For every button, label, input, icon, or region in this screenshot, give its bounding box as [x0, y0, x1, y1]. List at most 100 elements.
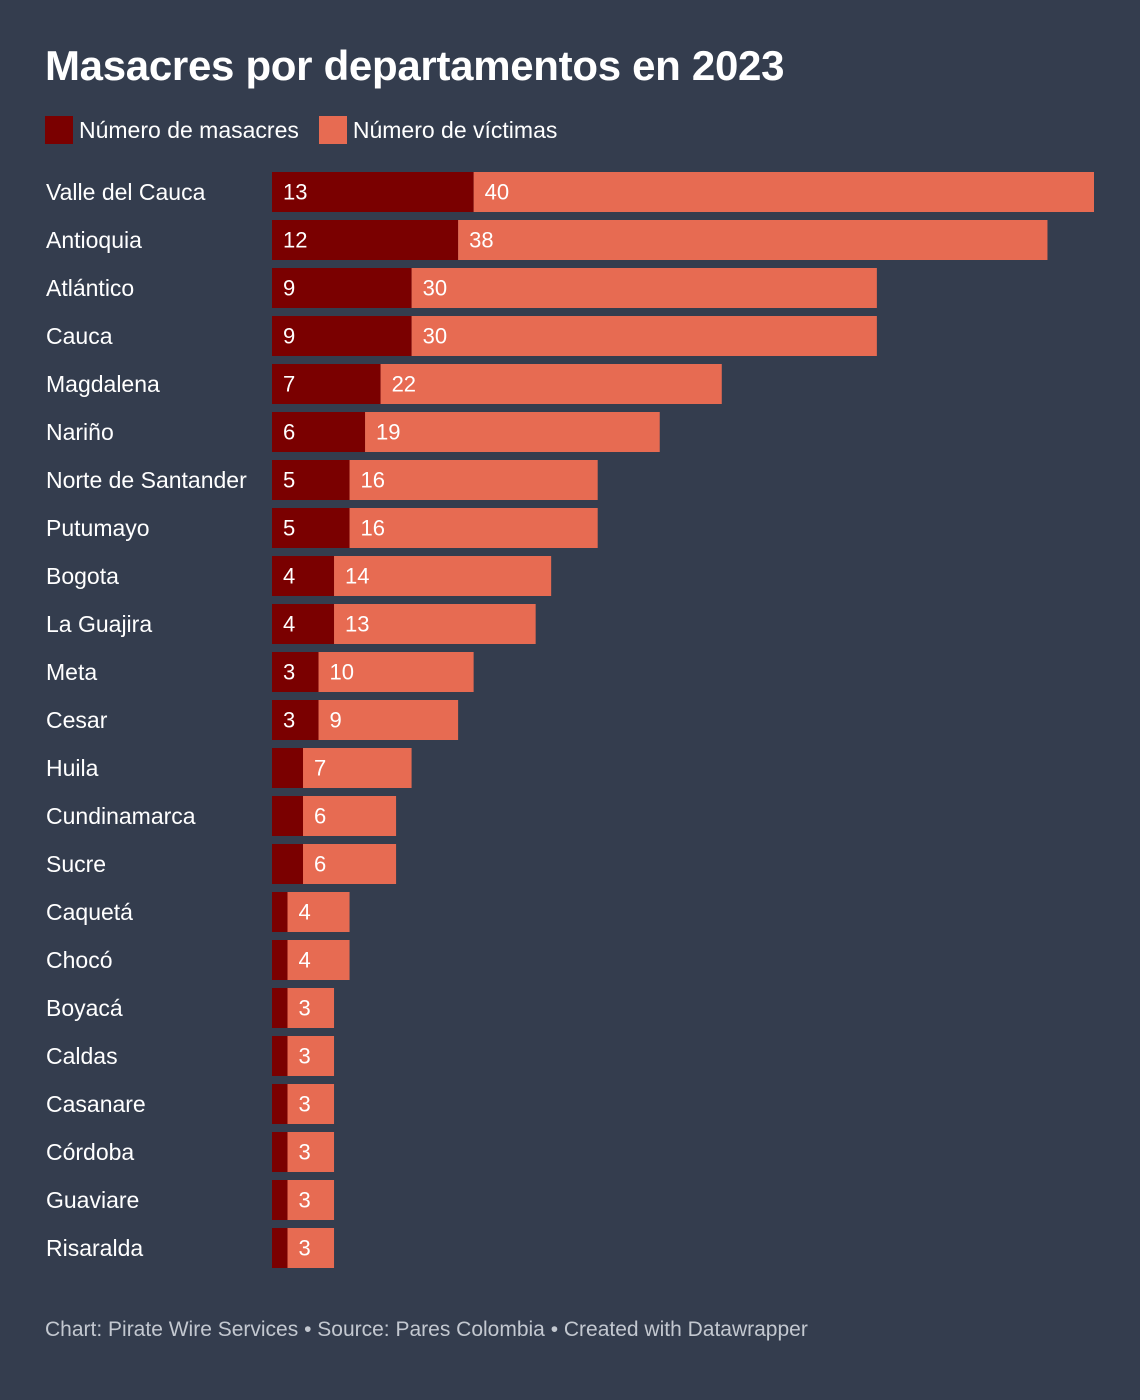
data-label-victimas: 6: [314, 852, 326, 877]
data-label-masacres: 4: [283, 612, 295, 637]
data-label-victimas: 14: [345, 564, 369, 589]
legend-item-victimas: Número de víctimas: [318, 116, 557, 144]
data-label-victimas: 3: [299, 1236, 311, 1261]
chart-title: Masacres por departamentos en 2023: [45, 42, 785, 89]
category-label: Boyacá: [46, 995, 123, 1021]
category-label: Cundinamarca: [46, 803, 196, 829]
category-label: Caquetá: [46, 899, 133, 925]
data-label-masacres: 6: [283, 420, 295, 445]
bar-masacres: [272, 940, 288, 980]
category-label: Norte de Santander: [46, 467, 247, 493]
data-label-victimas: 9: [330, 708, 342, 733]
category-label: Casanare: [46, 1091, 146, 1117]
bar-victimas: [287, 988, 335, 1028]
bar-masacres: [272, 796, 304, 836]
data-label-victimas: 19: [376, 420, 400, 445]
data-label-masacres: 7: [283, 372, 295, 397]
bar-masacres: [272, 748, 304, 788]
data-label-victimas: 3: [299, 1188, 311, 1213]
data-label-masacres: 12: [283, 228, 307, 253]
data-label-victimas: 3: [299, 1044, 311, 1069]
bar-masacres: [272, 220, 459, 260]
bar-victimas: [318, 700, 459, 740]
data-label-victimas: 6: [314, 804, 326, 829]
bar-masacres: [272, 412, 366, 452]
category-label: Nariño: [46, 419, 114, 445]
bar-victimas: [287, 892, 350, 932]
bar-victimas: [349, 460, 598, 500]
bar-victimas: [287, 1132, 335, 1172]
data-label-victimas: 4: [299, 948, 311, 973]
data-label-masacres: 3: [283, 660, 295, 685]
bar-victimas: [287, 1084, 335, 1124]
bar-masacres: [272, 1228, 288, 1268]
bar-victimas: [303, 844, 397, 884]
bar-victimas: [411, 268, 877, 308]
bar-masacres: [272, 172, 474, 212]
bar-masacres: [272, 1084, 288, 1124]
bar-masacres: [272, 604, 335, 644]
data-label-victimas: 10: [330, 660, 354, 685]
bar-victimas: [380, 364, 722, 404]
data-label-masacres: 9: [283, 276, 295, 301]
category-label: Valle del Cauca: [46, 179, 206, 205]
legend-swatch-victimas: [318, 116, 347, 144]
bar-masacres: [272, 652, 319, 692]
category-label: Huila: [46, 755, 99, 781]
bar-masacres: [272, 1132, 288, 1172]
category-label: Atlántico: [46, 275, 134, 301]
category-label: Chocó: [46, 947, 112, 973]
data-label-victimas: 3: [299, 1092, 311, 1117]
bar-masacres: [272, 316, 412, 356]
data-label-victimas: 13: [345, 612, 369, 637]
bar-victimas: [411, 316, 877, 356]
bar-masacres: [272, 988, 288, 1028]
legend: Número de masacres Número de víctimas: [45, 116, 577, 144]
bar-masacres: [272, 268, 412, 308]
bar-masacres: [272, 1180, 288, 1220]
bar-victimas: [287, 1036, 335, 1076]
data-label-victimas: 16: [361, 516, 385, 541]
category-label: La Guajira: [46, 611, 152, 637]
data-label-victimas: 38: [469, 228, 493, 253]
bar-masacres: [272, 1036, 288, 1076]
data-label-victimas: 40: [485, 180, 509, 205]
category-label: Magdalena: [46, 371, 160, 397]
category-label: Cauca: [46, 323, 113, 349]
category-label: Meta: [46, 659, 97, 685]
data-label-victimas: 30: [423, 276, 447, 301]
bar-victimas: [287, 940, 350, 980]
bar-victimas: [349, 508, 598, 548]
bar-masacres: [272, 460, 350, 500]
data-label-victimas: 3: [299, 996, 311, 1021]
bar-masacres: [272, 364, 381, 404]
legend-swatch-masacres: [45, 116, 73, 144]
bar-chart: Valle del Cauca 13 40 Antioquia 12 38 Atlántic…: [46, 172, 1094, 1268]
legend-item-masacres: Número de masacres: [45, 116, 299, 144]
category-label: Caldas: [46, 1043, 118, 1069]
data-label-masacres: 5: [283, 468, 295, 493]
category-label: Bogota: [46, 563, 119, 589]
data-label-masacres: 13: [283, 180, 307, 205]
bar-victimas: [365, 412, 660, 452]
data-label-victimas: 4: [299, 900, 311, 925]
bar-masacres: [272, 556, 335, 596]
bar-victimas: [303, 748, 412, 788]
bar-victimas: [334, 556, 552, 596]
bar-masacres: [272, 844, 304, 884]
category-label: Sucre: [46, 851, 106, 877]
data-label-victimas: 3: [299, 1140, 311, 1165]
bar-victimas: [473, 172, 1094, 212]
category-label: Putumayo: [46, 515, 150, 541]
bar-victimas: [334, 604, 536, 644]
bar-victimas: [303, 796, 397, 836]
data-label-victimas: 16: [361, 468, 385, 493]
data-label-masacres: 5: [283, 516, 295, 541]
bar-victimas: [287, 1180, 335, 1220]
data-label-masacres: 3: [283, 708, 295, 733]
bar-victimas: [318, 652, 474, 692]
bar-victimas: [458, 220, 1048, 260]
data-label-victimas: 7: [314, 756, 326, 781]
bar-victimas: [287, 1228, 335, 1268]
bar-masacres: [272, 892, 288, 932]
